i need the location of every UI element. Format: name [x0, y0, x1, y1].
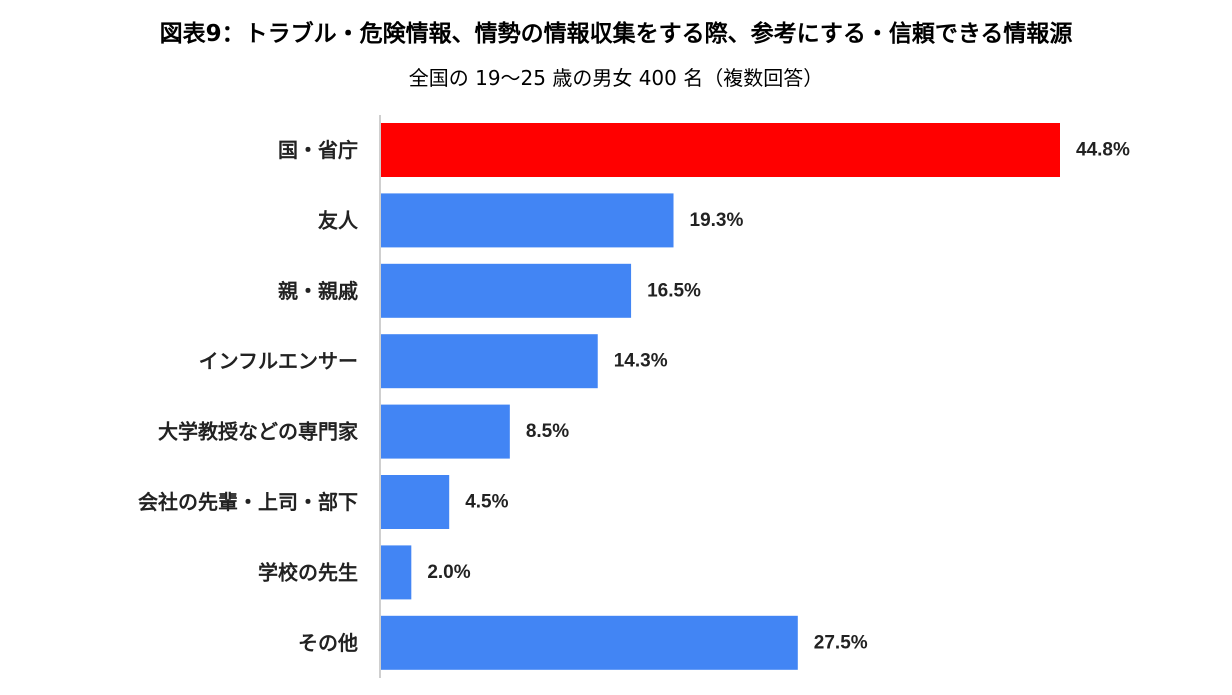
chart-title: 図表9：トラブル・危険情報、情勢の情報収集をする際、参考にする・信頼できる情報源	[159, 21, 1073, 47]
category-label: 学校の先生	[258, 560, 358, 584]
bar	[381, 404, 510, 459]
value-label: 2.0%	[427, 562, 470, 583]
value-label: 44.8%	[1076, 140, 1130, 161]
category-label: 大学教授などの専門家	[158, 420, 359, 444]
category-label: インフルエンサー	[199, 349, 358, 373]
category-label: 国・省庁	[278, 138, 358, 162]
bar	[381, 545, 412, 600]
value-label: 8.5%	[526, 421, 569, 442]
value-label: 16.5%	[647, 280, 701, 301]
category-label: 友人	[318, 208, 359, 232]
bar	[381, 334, 598, 389]
bar	[381, 475, 450, 529]
value-label: 4.5%	[465, 492, 508, 513]
value-label: 19.3%	[690, 210, 744, 231]
bar	[381, 615, 798, 670]
chart-subtitle: 全国の 19〜25 歳の男女 400 名（複数回答）	[408, 66, 824, 90]
category-label: その他	[298, 631, 358, 655]
category-label: 会社の先輩・上司・部下	[138, 490, 358, 514]
bar	[381, 123, 1060, 177]
bar	[381, 263, 632, 318]
bar	[381, 193, 674, 248]
value-label: 14.3%	[614, 351, 668, 372]
category-label: 親・親戚	[278, 279, 358, 303]
value-label: 27.5%	[814, 632, 868, 653]
